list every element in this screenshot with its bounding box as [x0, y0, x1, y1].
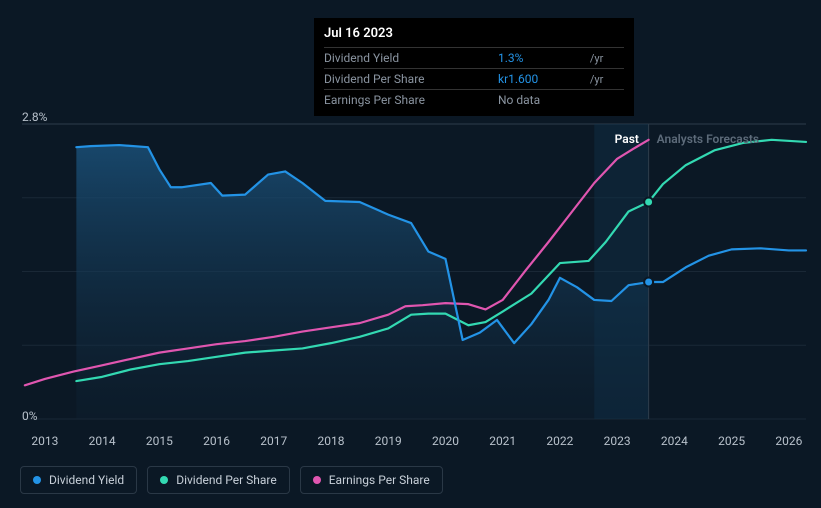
legend-dot-icon — [313, 476, 321, 484]
tooltip-row-unit: /yr — [586, 48, 624, 69]
x-tick-2017: 2017 — [260, 434, 287, 448]
legend-item-dividend_yield[interactable]: Dividend Yield — [20, 466, 137, 494]
legend-label: Dividend Yield — [49, 473, 124, 487]
tooltip-row-value: 1.3% — [498, 48, 586, 69]
x-tick-2015: 2015 — [146, 434, 173, 448]
tooltip-row-unit: /yr — [586, 69, 624, 90]
dividend-chart: 2.8% 0% Past Analysts Forecasts Jul 16 2… — [0, 0, 821, 508]
tooltip-row-label: Dividend Per Share — [324, 69, 498, 90]
x-tick-2024: 2024 — [661, 434, 688, 448]
legend-dot-icon — [33, 476, 41, 484]
tooltip-row: Dividend Yield1.3%/yr — [324, 48, 624, 69]
tooltip-row: Earnings Per ShareNo data — [324, 90, 624, 111]
x-tick-2019: 2019 — [375, 434, 402, 448]
x-tick-2026: 2026 — [775, 434, 802, 448]
past-label: Past — [615, 132, 639, 146]
chart-legend: Dividend Yield Dividend Per Share Earnings… — [20, 466, 443, 494]
x-tick-2020: 2020 — [432, 434, 459, 448]
x-tick-2025: 2025 — [718, 434, 745, 448]
tooltip-date: Jul 16 2023 — [324, 26, 624, 41]
x-tick-2023: 2023 — [604, 434, 631, 448]
x-tick-2014: 2014 — [89, 434, 116, 448]
forecast-label: Analysts Forecasts — [657, 132, 759, 146]
legend-label: Dividend Per Share — [176, 473, 277, 487]
legend-dot-icon — [160, 476, 168, 484]
x-tick-2022: 2022 — [546, 434, 573, 448]
marker-dividend-per-share — [644, 197, 653, 206]
legend-label: Earnings Per Share — [329, 473, 430, 487]
legend-item-earnings_per_share[interactable]: Earnings Per Share — [300, 466, 443, 494]
tooltip-row-label: Dividend Yield — [324, 48, 498, 69]
x-tick-2013: 2013 — [31, 434, 58, 448]
tooltip-row-value: kr1.600 — [498, 69, 586, 90]
y-axis-label-bottom: 0% — [22, 409, 38, 423]
tooltip-row-label: Earnings Per Share — [324, 90, 498, 111]
chart-tooltip: Jul 16 2023 Dividend Yield1.3%/yrDividen… — [314, 18, 634, 116]
marker-dividend-yield — [644, 278, 653, 287]
x-tick-2018: 2018 — [318, 434, 345, 448]
tooltip-row: Dividend Per Sharekr1.600/yr — [324, 69, 624, 90]
x-tick-2021: 2021 — [489, 434, 516, 448]
legend-item-dividend_per_share[interactable]: Dividend Per Share — [147, 466, 290, 494]
tooltip-row-nodata: No data — [498, 90, 624, 111]
y-axis-label-top: 2.8% — [22, 110, 47, 124]
tooltip-table: Dividend Yield1.3%/yrDividend Per Sharek… — [324, 47, 624, 110]
x-tick-2016: 2016 — [203, 434, 230, 448]
